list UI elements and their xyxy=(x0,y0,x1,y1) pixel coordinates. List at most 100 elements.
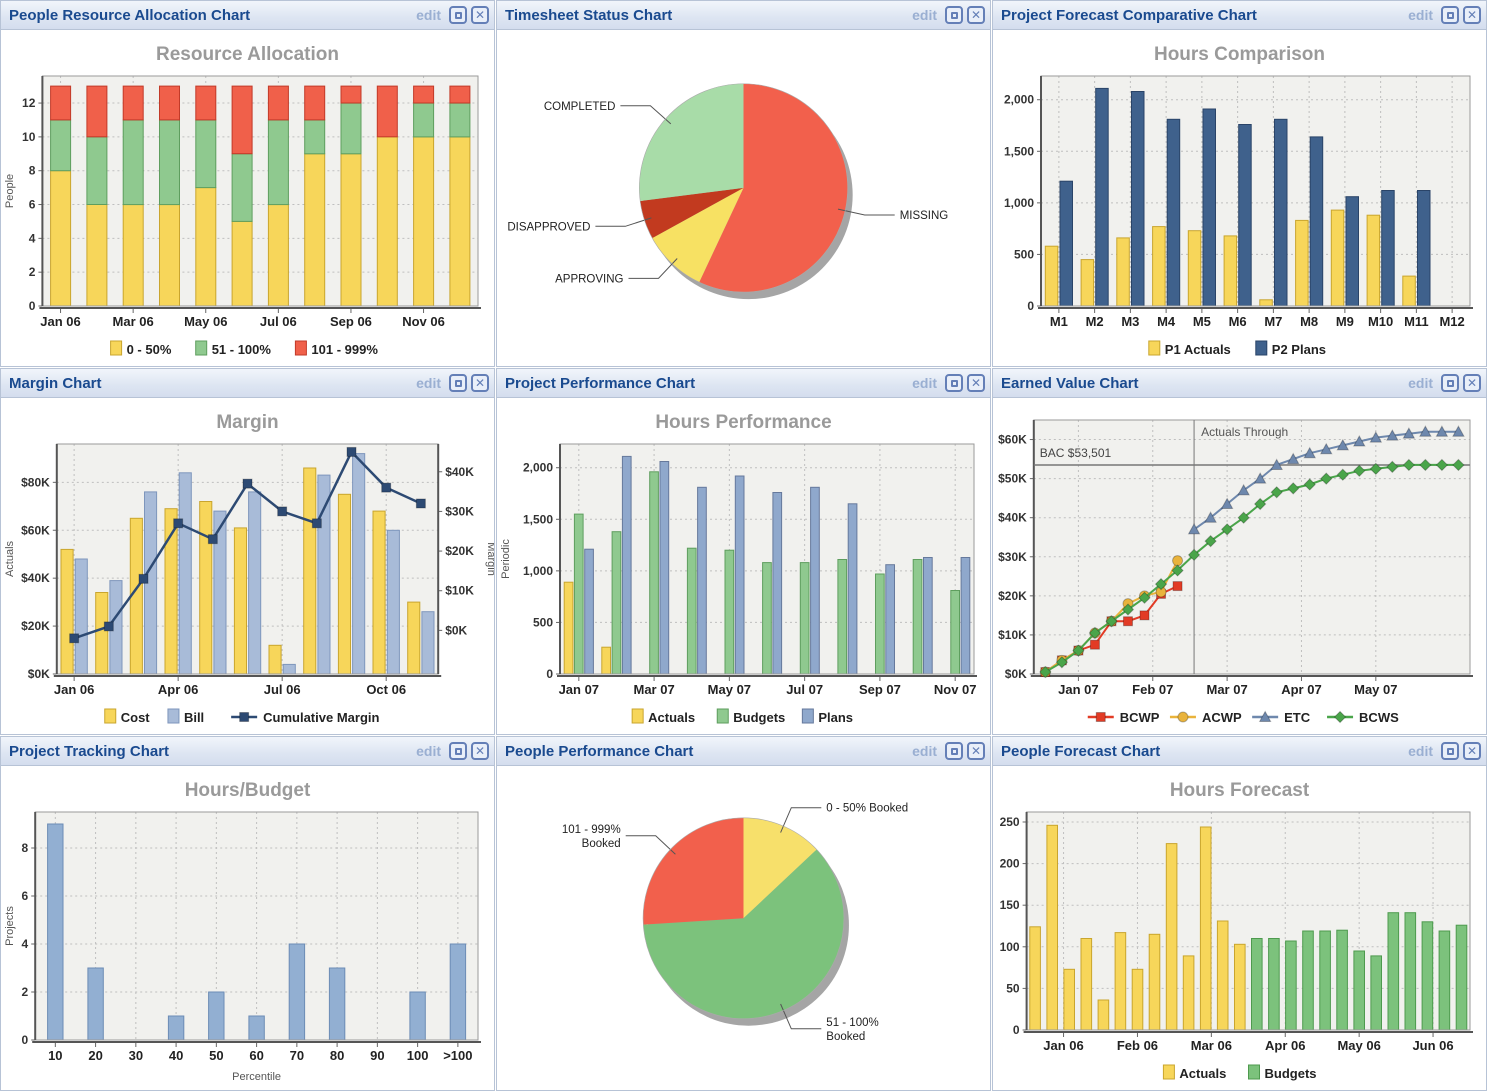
svg-text:Mar 07: Mar 07 xyxy=(633,682,674,697)
chart-canvas: $0K $10K $20K $30K $40K $50K $60K Jan 07 Feb 07 M… xyxy=(993,398,1486,734)
panel-header: Margin Chart edit ✕ xyxy=(1,369,494,398)
svg-text:Hours/Budget: Hours/Budget xyxy=(185,780,311,801)
svg-text:M7: M7 xyxy=(1264,314,1282,329)
svg-text:0: 0 xyxy=(1027,299,1034,313)
svg-text:4: 4 xyxy=(22,937,29,951)
svg-text:ACWP: ACWP xyxy=(1202,710,1242,725)
svg-text:80: 80 xyxy=(330,1048,344,1063)
svg-text:Sep 07: Sep 07 xyxy=(859,682,901,697)
svg-text:M10: M10 xyxy=(1368,314,1393,329)
panel-title: Margin Chart xyxy=(9,374,102,392)
svg-text:$50K: $50K xyxy=(998,472,1027,486)
svg-text:Nov 07: Nov 07 xyxy=(934,682,977,697)
maximize-button[interactable] xyxy=(945,6,963,24)
close-button[interactable]: ✕ xyxy=(471,374,489,392)
panel-title: People Resource Allocation Chart xyxy=(9,6,251,24)
svg-text:Nov 06: Nov 06 xyxy=(402,314,445,329)
svg-text:Resource Allocation: Resource Allocation xyxy=(156,44,339,65)
panel-project-tracking: Project Tracking Chart edit ✕ 0 2 4 6 8 10 20 3… xyxy=(0,736,495,1091)
edit-link[interactable]: edit xyxy=(416,743,441,759)
svg-text:Plans: Plans xyxy=(818,710,853,725)
svg-text:Jul 07: Jul 07 xyxy=(786,682,823,697)
close-button[interactable]: ✕ xyxy=(967,6,985,24)
svg-text:Feb 07: Feb 07 xyxy=(1132,682,1173,697)
edit-link[interactable]: edit xyxy=(912,743,937,759)
edit-link[interactable]: edit xyxy=(416,375,441,391)
svg-text:$40K: $40K xyxy=(998,511,1027,525)
close-icon: ✕ xyxy=(970,376,982,390)
svg-text:50: 50 xyxy=(1006,981,1020,995)
close-icon: ✕ xyxy=(1466,744,1478,758)
close-button[interactable]: ✕ xyxy=(1463,6,1481,24)
svg-text:May 07: May 07 xyxy=(708,682,751,697)
maximize-button[interactable] xyxy=(1441,6,1459,24)
svg-text:$40K: $40K xyxy=(21,571,50,585)
svg-text:M11: M11 xyxy=(1404,314,1429,329)
maximize-button[interactable] xyxy=(449,374,467,392)
close-button[interactable]: ✕ xyxy=(967,374,985,392)
close-icon: ✕ xyxy=(1466,376,1478,390)
panel-project-forecast-comparative: Project Forecast Comparative Chart edit … xyxy=(992,0,1487,367)
edit-link[interactable]: edit xyxy=(1408,375,1433,391)
edit-link[interactable]: edit xyxy=(1408,7,1433,23)
svg-text:$20K: $20K xyxy=(21,619,50,633)
svg-text:150: 150 xyxy=(1000,898,1020,912)
svg-text:6: 6 xyxy=(22,889,29,903)
close-button[interactable]: ✕ xyxy=(1463,742,1481,760)
svg-text:P2 Plans: P2 Plans xyxy=(1272,342,1326,357)
close-icon: ✕ xyxy=(474,744,486,758)
chart-canvas: MISSING APPROVING DISAPPROVED COMPLETED xyxy=(497,30,990,366)
close-button[interactable]: ✕ xyxy=(471,742,489,760)
svg-text:$20K: $20K xyxy=(445,544,474,558)
svg-text:Feb 06: Feb 06 xyxy=(1117,1038,1158,1053)
maximize-button[interactable] xyxy=(1441,742,1459,760)
svg-text:0 - 50%: 0 - 50% xyxy=(127,342,172,357)
edit-link[interactable]: edit xyxy=(912,7,937,23)
close-button[interactable]: ✕ xyxy=(967,742,985,760)
svg-text:Cumulative Margin: Cumulative Margin xyxy=(263,710,379,725)
svg-text:Margin: Margin xyxy=(485,542,494,576)
edit-link[interactable]: edit xyxy=(416,7,441,23)
panel-title: People Performance Chart xyxy=(505,742,694,760)
svg-text:BAC $53,501: BAC $53,501 xyxy=(1040,446,1112,460)
svg-text:Jan 06: Jan 06 xyxy=(40,314,80,329)
svg-text:Hours Performance: Hours Performance xyxy=(655,412,831,433)
panel-people-forecast: People Forecast Chart edit ✕ 0 50 100 150 20… xyxy=(992,736,1487,1091)
panel-title: Earned Value Chart xyxy=(1001,374,1139,392)
svg-text:70: 70 xyxy=(290,1048,304,1063)
svg-text:M4: M4 xyxy=(1157,314,1176,329)
svg-text:1,000: 1,000 xyxy=(1004,196,1034,210)
svg-text:10: 10 xyxy=(22,130,36,144)
svg-text:M1: M1 xyxy=(1050,314,1068,329)
svg-text:200: 200 xyxy=(1000,857,1020,871)
svg-text:Actuals: Actuals xyxy=(648,710,695,725)
svg-text:Jul 06: Jul 06 xyxy=(260,314,297,329)
svg-text:Hours Comparison: Hours Comparison xyxy=(1154,44,1325,65)
svg-text:$30K: $30K xyxy=(998,550,1027,564)
close-button[interactable]: ✕ xyxy=(1463,374,1481,392)
maximize-button[interactable] xyxy=(1441,374,1459,392)
svg-text:Periodic: Periodic xyxy=(500,539,512,579)
edit-link[interactable]: edit xyxy=(1408,743,1433,759)
svg-text:Mar 07: Mar 07 xyxy=(1207,682,1248,697)
svg-text:4: 4 xyxy=(29,231,36,245)
maximize-button[interactable] xyxy=(449,6,467,24)
close-button[interactable]: ✕ xyxy=(471,6,489,24)
svg-text:Jan 06: Jan 06 xyxy=(54,682,94,697)
svg-text:10: 10 xyxy=(48,1048,62,1063)
maximize-button[interactable] xyxy=(449,742,467,760)
maximize-button[interactable] xyxy=(945,742,963,760)
svg-text:Mar 06: Mar 06 xyxy=(113,314,154,329)
edit-link[interactable]: edit xyxy=(912,375,937,391)
svg-text:BCWS: BCWS xyxy=(1359,710,1399,725)
panel-header: Project Forecast Comparative Chart edit … xyxy=(993,1,1486,30)
svg-text:20: 20 xyxy=(88,1048,102,1063)
chart-canvas: 0 - 50% Booked 51 - 100% Booked 101 - 999% B… xyxy=(497,766,990,1090)
panel-header: Timesheet Status Chart edit ✕ xyxy=(497,1,990,30)
maximize-button[interactable] xyxy=(945,374,963,392)
svg-text:M6: M6 xyxy=(1229,314,1247,329)
svg-text:May 06: May 06 xyxy=(1337,1038,1380,1053)
chart-canvas: 0 50 100 150 200 250 Jan 06 Feb 06 Mar 06 Apr 06 M… xyxy=(993,766,1486,1090)
svg-text:P1 Actuals: P1 Actuals xyxy=(1165,342,1231,357)
svg-text:M9: M9 xyxy=(1336,314,1354,329)
